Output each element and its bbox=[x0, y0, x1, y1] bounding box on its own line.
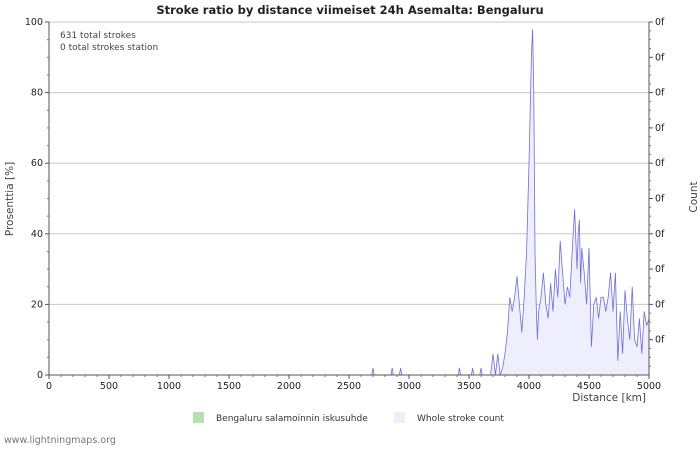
y2-tick-label: 0f bbox=[655, 123, 665, 134]
annotation-total-strokes: 631 total strokes bbox=[60, 31, 136, 41]
x-tick-label: 4500 bbox=[577, 381, 601, 392]
y-tick-label: 80 bbox=[31, 88, 43, 99]
annotation-station-strokes: 0 total strokes station bbox=[60, 43, 158, 53]
x-tick-label: 4000 bbox=[517, 381, 541, 392]
x-tick-label: 3500 bbox=[457, 381, 481, 392]
y2-tick-label: 0f bbox=[655, 264, 665, 275]
y-tick-label: 100 bbox=[25, 17, 43, 28]
footer-source: www.lightningmaps.org bbox=[4, 435, 116, 446]
y2-tick-label: 0f bbox=[655, 88, 665, 99]
y-tick-label: 60 bbox=[31, 158, 43, 169]
area-whole-stroke-count bbox=[49, 29, 649, 375]
x-tick-label: 2500 bbox=[337, 381, 361, 392]
y2-tick-label: 0f bbox=[655, 194, 665, 205]
legend-label-stroke-count: Whole stroke count bbox=[417, 414, 504, 424]
legend-label-station-ratio: Bengaluru salamoinnin iskusuhde bbox=[216, 414, 368, 424]
x-tick-label: 2000 bbox=[277, 381, 301, 392]
x-axis-label: Distance [km] bbox=[572, 392, 646, 404]
x-tick-label: 1000 bbox=[157, 381, 181, 392]
y2-tick-label: 0f bbox=[655, 17, 665, 28]
legend-swatch-station-ratio bbox=[193, 412, 204, 423]
y2-axis-label: Count bbox=[688, 181, 700, 212]
y2-tick-label: 0f bbox=[655, 335, 665, 346]
legend-swatch-stroke-count bbox=[394, 412, 405, 423]
y-tick-label: 0 bbox=[37, 370, 43, 381]
x-tick-label: 5000 bbox=[637, 381, 661, 392]
y2-tick-label: 0f bbox=[655, 52, 665, 63]
y-tick-label: 40 bbox=[31, 229, 43, 240]
y2-tick-label: 0f bbox=[655, 158, 665, 169]
y2-tick-label: 0f bbox=[655, 299, 665, 310]
x-tick-label: 1500 bbox=[217, 381, 241, 392]
x-tick-label: 500 bbox=[100, 381, 118, 392]
y-axis-label: Prosenttia [%] bbox=[4, 162, 16, 236]
y-tick-label: 20 bbox=[31, 299, 43, 310]
x-tick-label: 3000 bbox=[397, 381, 421, 392]
x-tick-label: 0 bbox=[46, 381, 52, 392]
y2-tick-label: 0f bbox=[655, 229, 665, 240]
series-fills bbox=[49, 29, 650, 376]
chart-title: Stroke ratio by distance viimeiset 24h A… bbox=[156, 3, 543, 17]
